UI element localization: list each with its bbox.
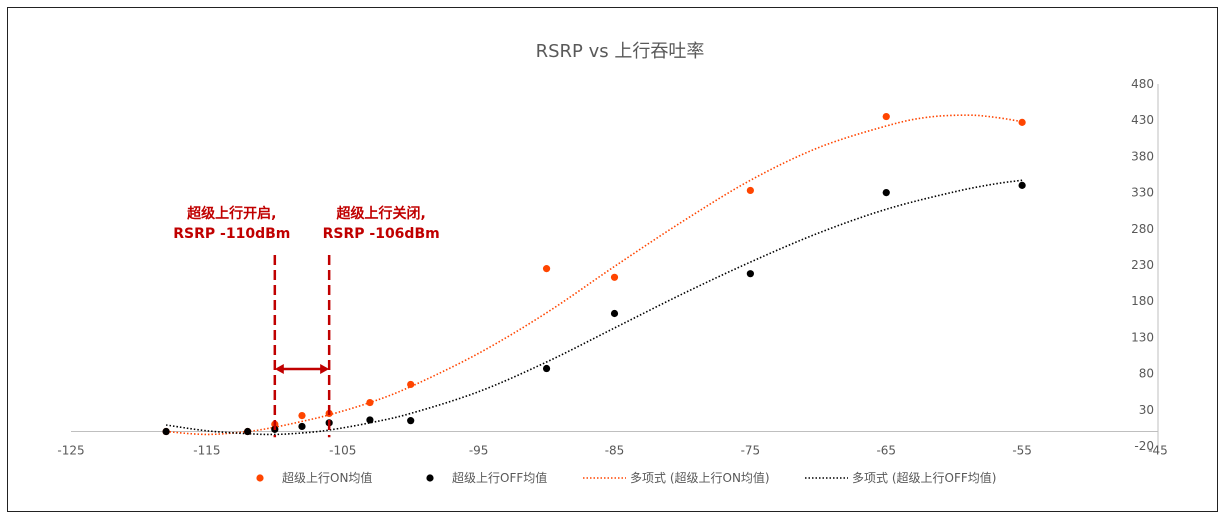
- x-tick-label: -75: [741, 444, 761, 458]
- legend-item: 多项式 (超级上行ON均值): [583, 470, 770, 485]
- data-point-off: [1018, 181, 1026, 189]
- chart-trendlines: [166, 114, 1023, 436]
- legend-marker: [256, 474, 264, 482]
- y-tick-label: 230: [1131, 258, 1154, 272]
- chart-axes: [71, 84, 1159, 446]
- y-tick-label: 280: [1131, 222, 1154, 236]
- annotation-label: 超级上行开启,: [186, 205, 276, 222]
- chart-tick-labels: -125 -115 -105 -95 -85 -75 -65 -55 -45-20 30 80 130…: [57, 77, 1167, 458]
- data-point-on: [542, 265, 551, 273]
- trendline-on: [166, 114, 1023, 436]
- y-tick-label: 130: [1131, 330, 1154, 344]
- x-tick-label: -85: [605, 444, 625, 458]
- x-tick-label: -55: [1012, 444, 1032, 458]
- y-tick-label: -20: [1134, 439, 1154, 453]
- range-arrow-left-head: [274, 364, 284, 374]
- legend-item: 超级上行ON均值: [256, 470, 372, 485]
- y-tick-label: 430: [1131, 113, 1154, 127]
- legend-label: 超级上行ON均值: [282, 470, 372, 485]
- y-tick-label: 80: [1139, 367, 1154, 381]
- trendline-off: [166, 179, 1023, 436]
- chart-frame: RSRP vs 上行吞吐率 -125 -115 -105 -95 -85 -75 -65 -5…: [7, 7, 1218, 512]
- chart-annotations: 超级上行开启, RSRP -110dBm 超级上行关闭, RSRP -106dBm: [173, 205, 440, 438]
- legend-item: 多项式 (超级上行OFF均值): [805, 470, 996, 485]
- y-tick-label: 380: [1131, 149, 1154, 163]
- annotation-label: 超级上行关闭,: [335, 205, 425, 222]
- range-arrow-right-head: [320, 364, 330, 374]
- chart-points: [162, 112, 1026, 436]
- data-point-on: [1018, 118, 1026, 126]
- legend-label: 多项式 (超级上行OFF均值): [852, 470, 996, 485]
- y-tick-label: 480: [1131, 77, 1154, 91]
- chart-canvas: RSRP vs 上行吞吐率 -125 -115 -105 -95 -85 -75 -65 -5…: [57, 41, 1167, 485]
- data-point-on: [746, 186, 754, 195]
- data-point-off: [610, 309, 619, 318]
- x-tick-label: -105: [329, 444, 356, 458]
- data-point-off: [162, 427, 170, 436]
- x-tick-label: -95: [469, 444, 489, 458]
- data-point-off: [746, 270, 754, 278]
- data-point-off: [366, 416, 374, 424]
- y-tick-label: 330: [1131, 186, 1154, 200]
- chart-title: RSRP vs 上行吞吐率: [536, 41, 705, 62]
- x-tick-label: -65: [876, 444, 896, 458]
- x-tick-label: -45: [1148, 444, 1168, 458]
- y-tick-label: 180: [1131, 294, 1154, 308]
- annotation-label: RSRP -106dBm: [323, 226, 440, 242]
- legend-label: 超级上行OFF均值: [452, 470, 547, 485]
- data-point-off: [244, 427, 252, 436]
- data-point-off: [542, 364, 551, 373]
- x-tick-label: -115: [193, 444, 220, 458]
- y-tick-label: 30: [1139, 403, 1154, 417]
- data-point-on: [407, 380, 415, 389]
- data-point-on: [366, 398, 374, 407]
- legend-item: 超级上行OFF均值: [426, 470, 547, 485]
- x-tick-label: -125: [57, 444, 84, 458]
- data-point-on: [882, 112, 890, 121]
- legend-marker: [426, 474, 434, 482]
- data-point-off: [298, 422, 306, 431]
- annotation-label: RSRP -110dBm: [173, 226, 290, 242]
- data-point-off: [882, 189, 890, 197]
- data-point-off: [407, 417, 415, 425]
- data-point-on: [298, 411, 306, 420]
- data-point-on: [610, 273, 619, 281]
- chart-legend: 超级上行ON均值 超级上行OFF均值 多项式 (超级上行ON均值) 多项式 (超级上行…: [256, 470, 996, 485]
- legend-label: 多项式 (超级上行ON均值): [630, 470, 770, 485]
